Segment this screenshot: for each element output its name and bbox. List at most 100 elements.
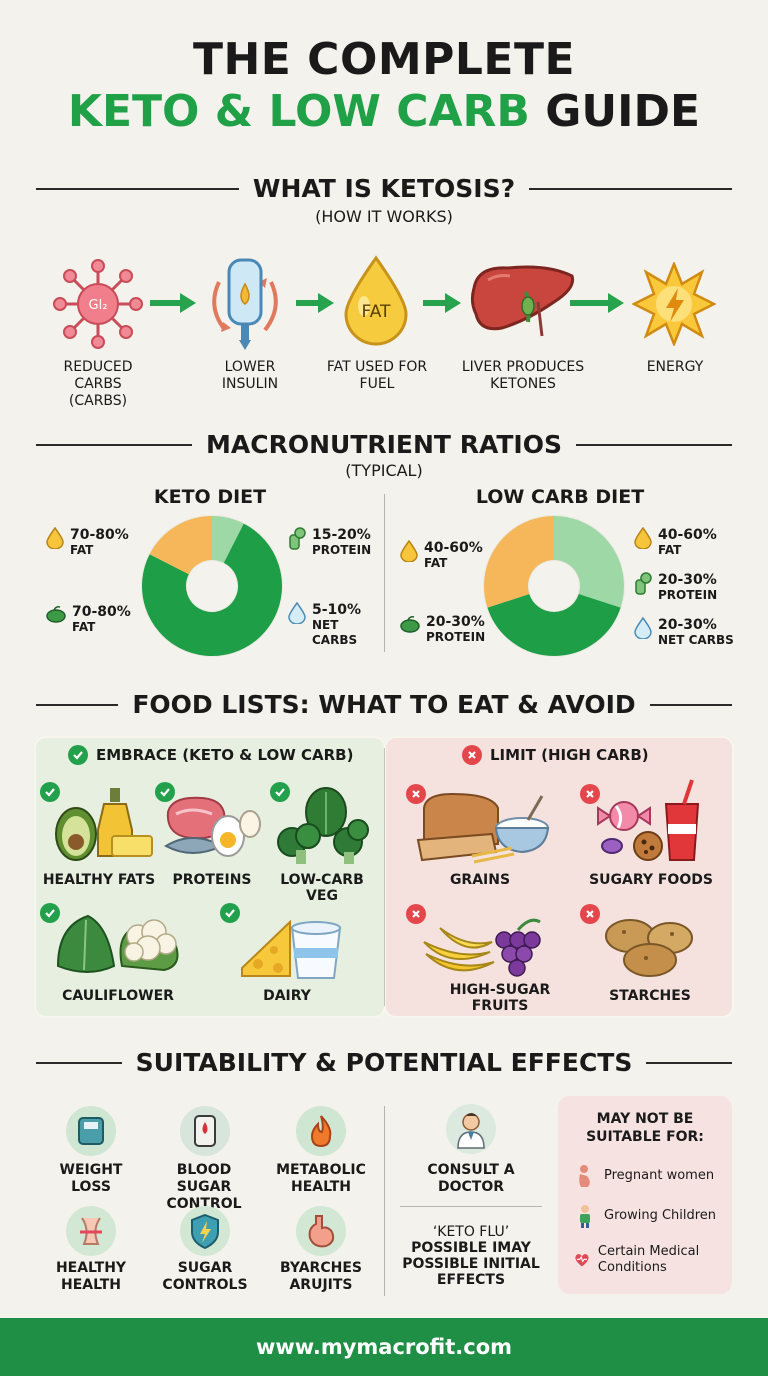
fat-drop-icon xyxy=(46,527,64,549)
not-suitable-item-medical: Certain Medical Conditions xyxy=(574,1244,724,1276)
flame-icon xyxy=(296,1106,346,1156)
fat-drop-icon xyxy=(400,540,418,562)
consult-divider xyxy=(400,1206,542,1207)
not-suitable-title: MAY NOT BE SUITABLE FOR: xyxy=(586,1111,704,1145)
food-label-proteins: PROTEINS xyxy=(172,872,252,888)
fat-drop-icon xyxy=(634,527,652,549)
check-icon xyxy=(40,782,60,802)
lowcarb-segment-carbs xyxy=(552,516,624,608)
page-title-line1: THE COMPLETE xyxy=(192,34,576,85)
keto-flu-line4: EFFECTS xyxy=(436,1272,506,1288)
cross-icon xyxy=(462,745,482,765)
fat-drop-label: FAT xyxy=(362,302,392,322)
glucose-meter-icon xyxy=(180,1106,230,1156)
flow-arrow-icon xyxy=(570,293,624,313)
step-label-energy: ENERGY xyxy=(646,359,704,375)
foods-heading: FOOD LISTS: WHAT TO EAT & AVOID xyxy=(36,690,733,719)
fat-drop-icon: FAT xyxy=(344,255,408,346)
food-label-low-carb-veg: LOW-CARB VEG xyxy=(280,872,364,904)
dairy-icon xyxy=(241,919,342,979)
suitability-divider xyxy=(384,1106,385,1296)
cross-icon xyxy=(406,784,426,804)
cross-icon xyxy=(580,784,600,804)
high-sugar-fruits-icon xyxy=(423,918,541,977)
ketosis-heading: WHAT IS KETOSIS? xyxy=(36,174,732,203)
molecule-label: Gl₂ xyxy=(89,298,108,313)
not-suitable-item-pregnant: Pregnant women xyxy=(574,1164,724,1188)
stomach-icon xyxy=(296,1206,346,1256)
protein-icon xyxy=(635,572,652,595)
food-label-healthy-fats: HEALTHY FATS xyxy=(42,872,156,888)
check-icon xyxy=(270,782,290,802)
effect-label-byarches: BYARCHES ARUJITS xyxy=(280,1260,362,1293)
food-label-high-sugar-fruits: HIGH-SUGAR FRUITS xyxy=(449,982,551,1014)
keto-legend-fat: 70-80% FAT xyxy=(46,527,129,558)
footer-url-link[interactable]: www.mymacrofit.com xyxy=(255,1335,513,1359)
lowcarb-legend-fat: 40-60% FAT xyxy=(400,540,483,571)
bean-icon xyxy=(46,606,66,623)
proteins-icon xyxy=(163,796,261,857)
effect-label-weight-loss: WEIGHT LOSS xyxy=(59,1162,123,1195)
limit-panel xyxy=(384,736,734,1018)
heart-pulse-icon xyxy=(575,1254,589,1267)
page-title-highlight: KETO & LOW CARB xyxy=(67,86,530,137)
avocado-oil-icon xyxy=(55,788,153,861)
cross-icon xyxy=(406,904,426,924)
protein-icon xyxy=(289,527,306,550)
suitability-heading: SUITABILITY & POTENTIAL EFFECTS xyxy=(36,1048,732,1077)
keto-legend-carbs: 5-10% NET CARBS xyxy=(288,602,378,648)
liver-icon xyxy=(470,265,575,337)
macros-heading: MACRONUTRIENT RATIOS xyxy=(36,430,732,459)
effect-label-metabolic: METABOLIC HEALTH xyxy=(276,1162,366,1195)
food-divider xyxy=(384,748,385,1006)
step-label-liver-ketones: LIVER PRODUCES KETONES xyxy=(461,359,585,392)
scale-icon xyxy=(66,1106,116,1156)
doctor-icon xyxy=(446,1104,496,1154)
pregnant-woman-icon xyxy=(579,1165,590,1187)
keto-diet-title: KETO DIET xyxy=(153,486,267,508)
grains-icon xyxy=(416,792,550,864)
lowcarb-segment-protein xyxy=(484,516,556,608)
keto-legend-fat-2: 70-80% FAT xyxy=(46,604,131,635)
carb-drop-icon xyxy=(288,602,306,624)
lowcarb-donut-chart xyxy=(483,515,625,657)
cauliflower-icon xyxy=(56,914,179,973)
not-suitable-item-children: Growing Children xyxy=(574,1204,724,1228)
lowcarb-diet-title: LOW CARB DIET xyxy=(475,486,645,508)
low-carb-veg-icon xyxy=(277,787,369,864)
child-icon xyxy=(580,1205,590,1228)
check-icon xyxy=(40,903,60,923)
flow-arrow-icon xyxy=(296,293,334,313)
lowcarb-legend-protein: 20-30% PROTEIN xyxy=(400,614,485,645)
step-label-lower-insulin: LOWER INSULIN xyxy=(221,359,279,392)
lowcarb-legend-fat-2: 40-60% FAT xyxy=(634,527,717,558)
step-label-fat-fuel: FAT USED FOR FUEL xyxy=(326,359,428,392)
macro-divider xyxy=(384,494,385,652)
keto-segment-fat xyxy=(142,523,282,656)
shield-bolt-icon xyxy=(180,1206,230,1256)
carb-drop-icon xyxy=(634,617,652,639)
step-label-reduced-carbs: REDUCED CARBS (CARBS) xyxy=(63,359,133,409)
ketosis-subheading: (HOW IT WORKS) xyxy=(315,207,453,226)
insulin-vial-icon xyxy=(212,258,278,350)
effect-label-healthy-health: HEALTHY HEALTH xyxy=(55,1260,127,1293)
energy-burst-icon xyxy=(632,262,716,346)
cross-icon xyxy=(580,904,600,924)
waist-icon xyxy=(66,1206,116,1256)
footer-bar: www.mymacrofit.com xyxy=(0,1318,768,1376)
lowcarb-segment-fat xyxy=(487,592,621,656)
food-label-dairy: DAIRY xyxy=(263,988,311,1004)
keto-legend-protein: 15-20% PROTEIN xyxy=(288,527,371,558)
keto-segment-carbs xyxy=(210,516,244,564)
check-icon xyxy=(68,745,88,765)
food-label-starches: STARCHES xyxy=(609,988,691,1004)
page-title-suffix: GUIDE xyxy=(545,86,701,137)
bean-icon xyxy=(400,616,420,633)
lowcarb-legend-carbs: 20-30% NET CARBS xyxy=(634,617,734,648)
keto-flu-title: ‘KETO FLU’ xyxy=(432,1224,510,1240)
page-title-line2: KETO & LOW CARB GUIDE xyxy=(0,86,768,137)
keto-flu-line3: POSSIBLE INITIAL xyxy=(402,1256,540,1272)
flow-arrow-icon xyxy=(150,293,196,313)
consult-doctor-label: CONSULT A DOCTOR xyxy=(427,1162,515,1195)
food-label-grains: GRAINS xyxy=(449,872,511,888)
